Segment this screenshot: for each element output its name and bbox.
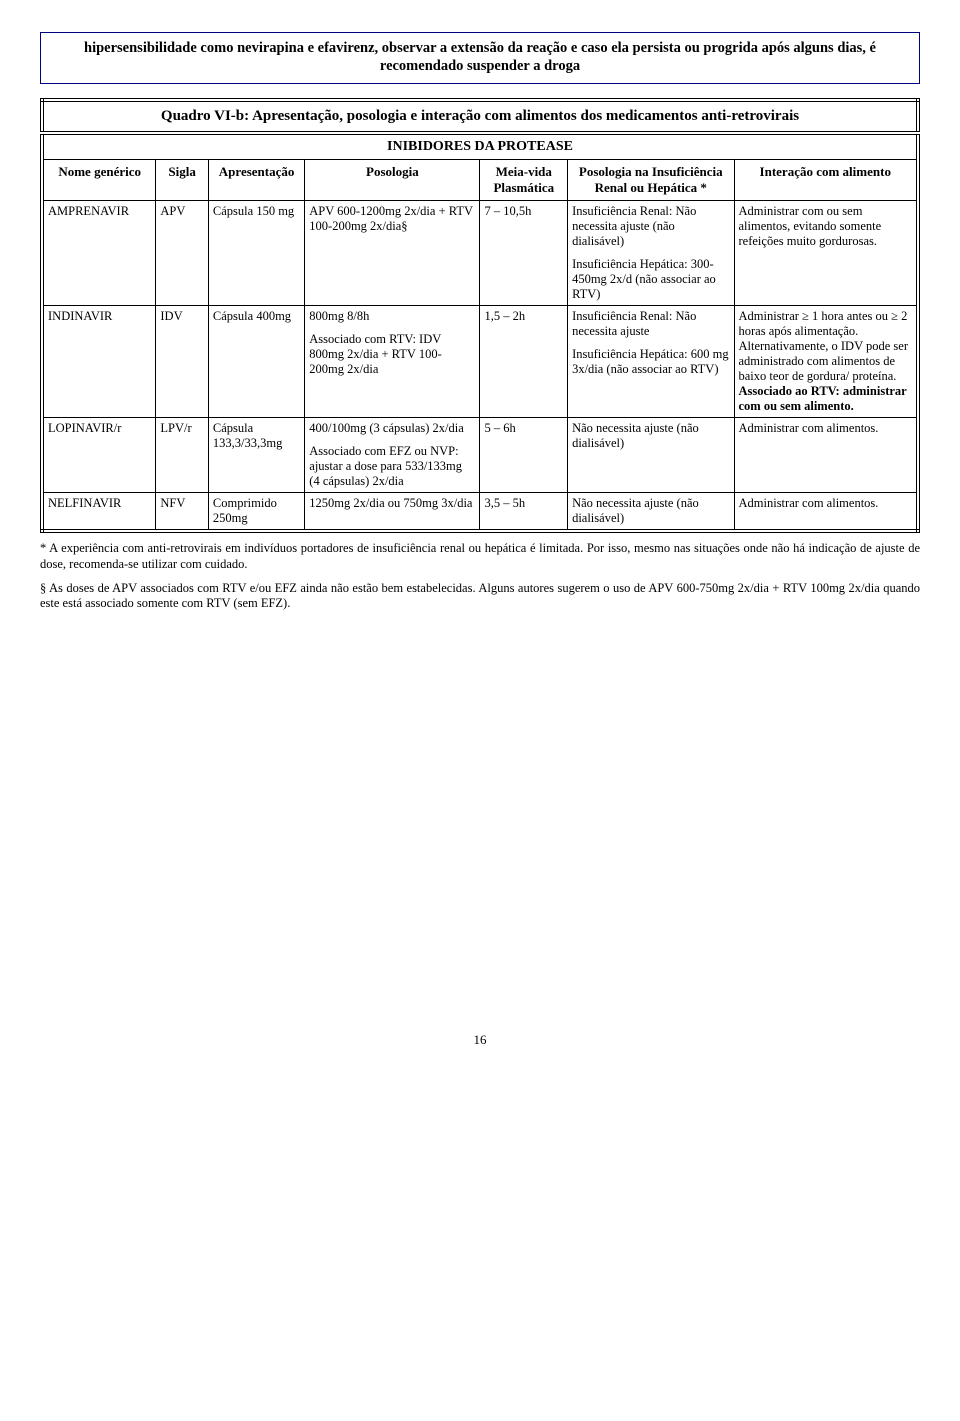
warning-note-box: hipersensibilidade como nevirapina e efa… <box>40 32 920 84</box>
cell-nome: AMPRENAVIR <box>42 201 156 306</box>
cell-sigla: APV <box>156 201 209 306</box>
cell-sigla: LPV/r <box>156 418 209 493</box>
table-row: LOPINAVIR/rLPV/rCápsula 133,3/33,3mg400/… <box>42 418 918 493</box>
cell-apres: Comprimido 250mg <box>208 493 304 532</box>
table-title-row: Quadro VI-b: Apresentação, posologia e i… <box>42 100 918 133</box>
col-header-nome: Nome genérico <box>42 160 156 201</box>
col-header-inter: Interação com alimento <box>734 160 918 201</box>
cell-nome: INDINAVIR <box>42 306 156 418</box>
cell-insuf: Não necessita ajuste (não dialisável) <box>568 493 734 532</box>
table-row: AMPRENAVIRAPVCápsula 150 mgAPV 600-1200m… <box>42 201 918 306</box>
cell-inter: Administrar ≥ 1 hora antes ou ≥ 2 horas … <box>734 306 918 418</box>
cell-sigla: IDV <box>156 306 209 418</box>
table-row: NELFINAVIRNFVComprimido 250mg1250mg 2x/d… <box>42 493 918 532</box>
cell-insuf: Insuficiência Renal: Não necessita ajust… <box>568 201 734 306</box>
footnote-asterisk: * A experiência com anti-retrovirais em … <box>40 541 920 572</box>
col-header-sigla: Sigla <box>156 160 209 201</box>
cell-sigla: NFV <box>156 493 209 532</box>
cell-meia: 5 – 6h <box>480 418 568 493</box>
cell-meia: 7 – 10,5h <box>480 201 568 306</box>
cell-apres: Cápsula 133,3/33,3mg <box>208 418 304 493</box>
table-title: Quadro VI-b: Apresentação, posologia e i… <box>42 100 918 133</box>
table-body: AMPRENAVIRAPVCápsula 150 mgAPV 600-1200m… <box>42 201 918 532</box>
cell-inter: Administrar com ou sem alimentos, evitan… <box>734 201 918 306</box>
medication-table: Quadro VI-b: Apresentação, posologia e i… <box>40 98 920 533</box>
cell-meia: 3,5 – 5h <box>480 493 568 532</box>
table-header-row: Nome genérico Sigla Apresentação Posolog… <box>42 160 918 201</box>
warning-note-text: hipersensibilidade como nevirapina e efa… <box>53 39 907 75</box>
table-row: INDINAVIRIDVCápsula 400mg800mg 8/8hAssoc… <box>42 306 918 418</box>
cell-posol: 800mg 8/8hAssociado com RTV: IDV 800mg 2… <box>305 306 480 418</box>
cell-insuf: Não necessita ajuste (não dialisável) <box>568 418 734 493</box>
col-header-posol: Posologia <box>305 160 480 201</box>
cell-nome: NELFINAVIR <box>42 493 156 532</box>
table-subtitle-row: INIBIDORES DA PROTEASE <box>42 133 918 160</box>
col-header-meia: Meia-vida Plasmática <box>480 160 568 201</box>
cell-inter: Administrar com alimentos. <box>734 418 918 493</box>
cell-apres: Cápsula 150 mg <box>208 201 304 306</box>
cell-posol: APV 600-1200mg 2x/dia + RTV 100-200mg 2x… <box>305 201 480 306</box>
footnote-section: § As doses de APV associados com RTV e/o… <box>40 581 920 612</box>
cell-nome: LOPINAVIR/r <box>42 418 156 493</box>
table-subtitle: INIBIDORES DA PROTEASE <box>42 133 918 160</box>
cell-insuf: Insuficiência Renal: Não necessita ajust… <box>568 306 734 418</box>
cell-meia: 1,5 – 2h <box>480 306 568 418</box>
cell-posol: 400/100mg (3 cápsulas) 2x/diaAssociado c… <box>305 418 480 493</box>
cell-apres: Cápsula 400mg <box>208 306 304 418</box>
cell-inter: Administrar com alimentos. <box>734 493 918 532</box>
cell-posol: 1250mg 2x/dia ou 750mg 3x/dia <box>305 493 480 532</box>
col-header-apres: Apresentação <box>208 160 304 201</box>
page-number: 16 <box>40 1032 920 1048</box>
col-header-insuf: Posologia na Insuficiência Renal ou Hepá… <box>568 160 734 201</box>
